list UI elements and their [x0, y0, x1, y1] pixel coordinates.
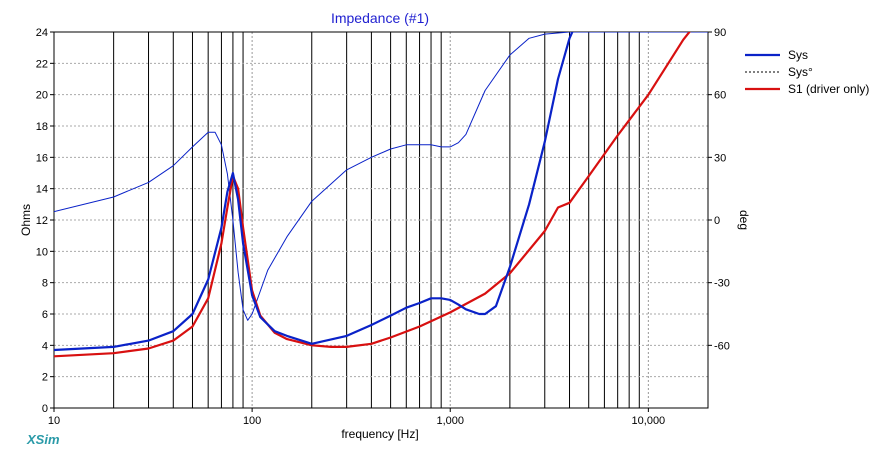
- y2-tick-label: 0: [714, 215, 720, 227]
- y-tick-label: 24: [36, 27, 48, 39]
- grid-major: [54, 32, 708, 408]
- y2-tick-label: 30: [714, 152, 726, 164]
- legend-label-sys-phase: Sys°: [788, 65, 813, 79]
- x-tick-label: 10,000: [632, 415, 666, 427]
- y2-axis-title: deg: [737, 210, 751, 230]
- legend-label-s1: S1 (driver only): [788, 82, 869, 96]
- y-tick-label: 16: [36, 152, 48, 164]
- x-tick-label: 100: [243, 415, 261, 427]
- x-axis-title: frequency [Hz]: [341, 427, 418, 441]
- y-tick-label: 0: [42, 403, 48, 415]
- y-tick-label: 18: [36, 121, 48, 133]
- legend-label-sys: Sys: [788, 48, 808, 62]
- x-axis-ticks: 10 100 1,000 10,000: [48, 408, 665, 427]
- y-tick-label: 6: [42, 309, 48, 321]
- y-tick-label: 2: [42, 372, 48, 384]
- series-line-sys: [54, 32, 574, 352]
- y-tick-label: 10: [36, 246, 48, 258]
- y-tick-label: 12: [36, 215, 48, 227]
- series-line-sys-phase: [54, 32, 708, 321]
- y-tick-label: 20: [36, 90, 48, 102]
- y-tick-label: 14: [36, 184, 48, 196]
- y2-tick-label: 90: [714, 27, 726, 39]
- y2-axis-ticks: 90 60 30 0 -30 -60: [708, 27, 730, 352]
- chart-title: Impedance (#1): [331, 10, 429, 26]
- y2-tick-label: -30: [714, 278, 730, 290]
- app-brand-logo: XSim: [26, 432, 60, 447]
- series-layer: [54, 32, 708, 358]
- y2-tick-label: 60: [714, 90, 726, 102]
- x-tick-label: 1,000: [436, 415, 464, 427]
- y-tick-label: 8: [42, 278, 48, 290]
- series-line-s1-driver-only: [54, 32, 691, 358]
- legend: Sys Sys° S1 (driver only): [745, 48, 869, 96]
- y-axis-title: Ohms: [19, 204, 33, 236]
- y-tick-label: 4: [42, 340, 48, 352]
- x-tick-label: 10: [48, 415, 60, 427]
- y2-tick-label: -60: [714, 340, 730, 352]
- y-tick-label: 22: [36, 58, 48, 70]
